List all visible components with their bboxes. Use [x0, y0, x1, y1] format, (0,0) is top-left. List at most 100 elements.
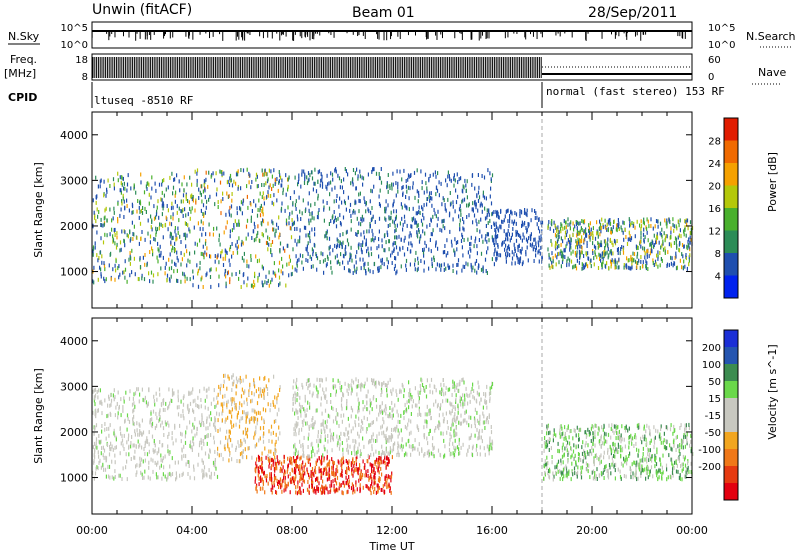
- power-cell: [488, 238, 490, 243]
- velocity-cell: [177, 412, 180, 417]
- power-cell: [137, 277, 139, 281]
- power-cell: [518, 257, 520, 262]
- velocity-cell: [379, 477, 381, 481]
- power-cell: [313, 181, 315, 186]
- power-cell: [194, 241, 196, 246]
- power-cell: [618, 227, 620, 231]
- velocity-cell: [244, 439, 246, 444]
- velocity-cell: [479, 435, 481, 440]
- velocity-cell: [309, 402, 311, 407]
- power-cell: [519, 214, 521, 218]
- power-colorbar-label: Power [dB]: [766, 152, 779, 212]
- power-cell: [433, 258, 435, 262]
- velocity-cell: [390, 474, 393, 479]
- power-cell: [157, 272, 159, 277]
- velocity-cell: [438, 420, 440, 425]
- power-cell: [200, 219, 202, 224]
- power-cell: [611, 258, 613, 263]
- power-cell: [531, 243, 533, 248]
- velocity-cell: [125, 465, 127, 470]
- power-cell: [343, 190, 345, 195]
- power-cell: [497, 226, 499, 231]
- power-cell: [445, 178, 447, 183]
- power-cell: [414, 262, 416, 267]
- velocity-cell: [303, 454, 305, 459]
- power-cell: [250, 215, 252, 220]
- velocity-cell: [219, 427, 221, 432]
- power-cell: [440, 181, 442, 186]
- power-cell: [675, 254, 677, 259]
- velocity-cell: [426, 404, 428, 409]
- power-cell: [182, 199, 184, 204]
- velocity-cell: [254, 416, 256, 421]
- power-cell: [495, 231, 497, 236]
- power-cell: [402, 185, 404, 189]
- velocity-cell: [130, 457, 132, 461]
- power-cell: [412, 181, 414, 186]
- y-tick-label: 2000: [60, 220, 88, 233]
- power-cell: [180, 262, 182, 267]
- power-cell: [521, 224, 523, 228]
- power-cell: [479, 203, 481, 208]
- power-cell: [517, 245, 519, 249]
- power-cell: [355, 270, 357, 275]
- power-cell: [265, 228, 267, 233]
- velocity-cell: [254, 479, 256, 484]
- power-cell: [174, 226, 176, 230]
- power-cell: [596, 220, 598, 225]
- power-cell: [431, 196, 433, 201]
- power-cell: [417, 234, 419, 239]
- velocity-cell: [373, 480, 375, 485]
- power-cell: [450, 178, 452, 183]
- power-cell: [630, 257, 632, 262]
- power-cell: [199, 238, 201, 243]
- velocity-cell: [351, 482, 353, 487]
- velocity-cell: [298, 431, 300, 436]
- velocity-cell: [259, 391, 261, 396]
- power-cell: [176, 173, 178, 178]
- power-cell: [631, 265, 633, 270]
- power-cell: [482, 193, 484, 198]
- velocity-cell: [218, 384, 220, 389]
- power-cell: [416, 168, 418, 173]
- power-cell: [539, 251, 541, 256]
- power-cell: [229, 229, 231, 234]
- power-cell: [647, 219, 649, 224]
- velocity-cell: [322, 471, 324, 476]
- power-cell: [152, 273, 155, 278]
- velocity-cell: [447, 398, 449, 403]
- power-cell: [684, 264, 686, 269]
- power-cell: [351, 179, 354, 184]
- power-cell: [330, 260, 332, 265]
- power-cell: [689, 253, 691, 258]
- velocity-cell: [385, 474, 387, 479]
- power-cell: [386, 265, 389, 270]
- power-cell: [436, 188, 439, 193]
- power-cell: [155, 188, 157, 193]
- power-cell: [218, 238, 220, 243]
- velocity-cell: [246, 411, 248, 416]
- velocity-cell: [217, 392, 219, 397]
- power-cell: [143, 277, 146, 282]
- power-cell: [588, 230, 591, 235]
- velocity-cell: [268, 429, 270, 434]
- velocity-cell: [95, 444, 97, 449]
- velocity-cell: [310, 442, 312, 447]
- velocity-cell: [369, 462, 371, 467]
- velocity-cell: [163, 398, 165, 403]
- velocity-cell: [305, 421, 307, 426]
- velocity-cell: [403, 453, 406, 458]
- power-cell: [539, 238, 541, 243]
- power-cell: [536, 222, 538, 227]
- power-cell: [428, 247, 430, 252]
- power-cell: [403, 168, 405, 173]
- power-cell: [307, 201, 309, 206]
- velocity-cell: [213, 471, 216, 476]
- power-cell: [293, 221, 295, 226]
- power-cell: [359, 169, 361, 174]
- power-cell: [564, 230, 567, 235]
- velocity-cell: [270, 472, 272, 477]
- power-cell: [311, 176, 314, 181]
- power-cell: [611, 229, 613, 234]
- power-cell: [252, 284, 254, 289]
